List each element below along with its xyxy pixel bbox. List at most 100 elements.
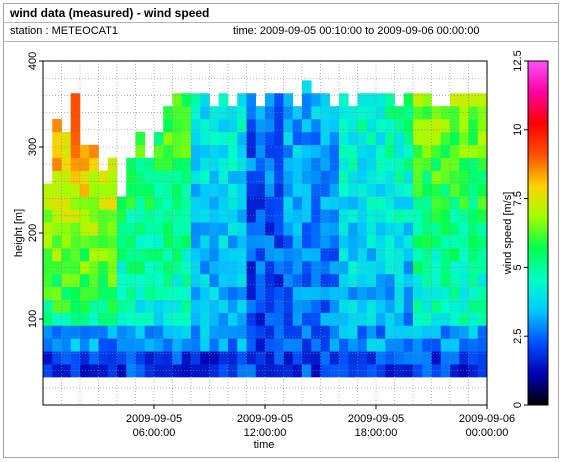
heatmap-cell xyxy=(255,312,266,326)
heatmap-cell xyxy=(450,248,460,262)
heatmap-cell xyxy=(200,119,210,133)
heatmap-cell xyxy=(172,338,183,352)
heatmap-cell xyxy=(292,273,303,288)
heatmap-cell xyxy=(154,351,164,365)
heatmap-cell xyxy=(200,93,210,107)
heatmap-cell xyxy=(292,299,303,313)
heatmap-cell xyxy=(376,144,386,159)
heatmap-cell xyxy=(302,286,312,300)
heatmap-cell xyxy=(311,222,321,236)
heatmap-cell xyxy=(172,235,183,249)
heatmap-cell xyxy=(200,222,210,236)
heatmap-cell xyxy=(329,196,340,210)
heatmap-cell xyxy=(228,196,238,210)
heatmap-cell xyxy=(172,170,183,184)
heatmap-cell xyxy=(431,144,442,159)
heatmap-cell xyxy=(413,119,423,133)
heatmap-cell xyxy=(376,170,386,184)
heatmap-cell xyxy=(200,286,210,300)
heatmap-cell xyxy=(339,170,349,184)
heatmap-cell xyxy=(191,364,201,378)
heatmap-cell xyxy=(320,351,331,365)
heatmap-cell xyxy=(181,312,192,326)
heatmap-cell xyxy=(209,325,220,339)
heatmap-cell xyxy=(135,299,146,313)
heatmap-cell xyxy=(70,364,81,378)
heatmap-cell xyxy=(154,235,164,249)
heatmap-cell xyxy=(43,260,53,275)
heatmap-cell xyxy=(191,170,201,184)
heatmap-cell xyxy=(477,299,488,313)
heatmap-cell xyxy=(431,299,442,313)
heatmap-cell xyxy=(320,222,331,236)
heatmap-cell xyxy=(218,222,229,236)
colorbar-tick-label: 2.5 xyxy=(512,329,524,344)
heatmap-cell xyxy=(117,222,127,236)
heatmap-cell xyxy=(302,119,312,133)
heatmap-cell xyxy=(181,196,192,210)
heatmap-cell xyxy=(339,222,349,236)
heatmap-cell xyxy=(320,170,331,184)
heatmap-cell xyxy=(200,273,210,288)
heatmap-cell xyxy=(70,325,81,339)
heatmap-cell xyxy=(450,183,460,197)
heatmap-cell xyxy=(135,248,146,262)
heatmap-cell xyxy=(154,325,164,339)
heatmap-cell xyxy=(357,196,368,210)
heatmap-cell xyxy=(477,196,488,210)
heatmap-cell xyxy=(144,260,155,275)
heatmap-cell xyxy=(144,235,155,249)
heatmap-cell xyxy=(89,196,99,210)
heatmap-cell xyxy=(385,170,395,184)
heatmap-cell xyxy=(357,273,368,288)
heatmap-cell xyxy=(126,209,136,223)
heatmap-cell xyxy=(209,170,220,184)
heatmap-cell xyxy=(292,222,303,236)
heatmap-cell xyxy=(255,260,266,275)
heatmap-cell xyxy=(292,338,303,352)
heatmap-cell xyxy=(376,119,386,133)
heatmap-cell xyxy=(431,119,442,133)
colorbar-tick-label: 10 xyxy=(512,124,524,136)
heatmap-cell xyxy=(135,338,146,352)
heatmap-cell xyxy=(154,170,164,184)
heatmap-cell xyxy=(348,222,358,236)
heatmap-cell xyxy=(163,209,173,223)
heatmap-cell xyxy=(70,338,81,352)
heatmap-cell xyxy=(339,235,349,249)
heatmap-cell xyxy=(403,235,414,249)
heatmap-cell xyxy=(376,222,386,236)
heatmap-cell xyxy=(209,119,220,133)
heatmap-cell xyxy=(403,196,414,210)
heatmap-cell xyxy=(43,273,53,288)
x-tick-label: 2009-09-06 xyxy=(459,413,515,425)
heatmap-cell xyxy=(366,286,377,300)
heatmap-cell xyxy=(468,196,479,210)
heatmap-cell xyxy=(357,248,368,262)
heatmap-cell xyxy=(477,170,488,184)
heatmap-cell xyxy=(61,299,72,313)
heatmap-cell xyxy=(413,351,423,365)
heatmap-cell xyxy=(440,183,451,197)
heatmap-cell xyxy=(191,273,201,288)
heatmap-cell xyxy=(246,222,257,236)
heatmap-cell xyxy=(302,351,312,365)
heatmap-cell xyxy=(302,131,312,146)
heatmap-cell xyxy=(61,351,72,365)
heatmap-cell xyxy=(450,286,460,300)
colorbar-axis: 0 2.5 5 7.5 10 12.5 xyxy=(512,50,528,408)
y-tick-label: 300 xyxy=(27,138,39,156)
heatmap-cell xyxy=(283,131,294,146)
heatmap-cell xyxy=(385,144,395,159)
heatmap-cell xyxy=(311,299,321,313)
heatmap-cell xyxy=(163,286,173,300)
heatmap-cell xyxy=(376,248,386,262)
heatmap-cell xyxy=(265,299,275,313)
heatmap-cell xyxy=(228,119,238,133)
heatmap-cell xyxy=(477,325,488,339)
heatmap-cell xyxy=(117,286,127,300)
heatmap-cell xyxy=(403,273,414,288)
heatmap-cell xyxy=(366,209,377,223)
heatmap-cell xyxy=(339,196,349,210)
heatmap-cell xyxy=(135,170,146,184)
